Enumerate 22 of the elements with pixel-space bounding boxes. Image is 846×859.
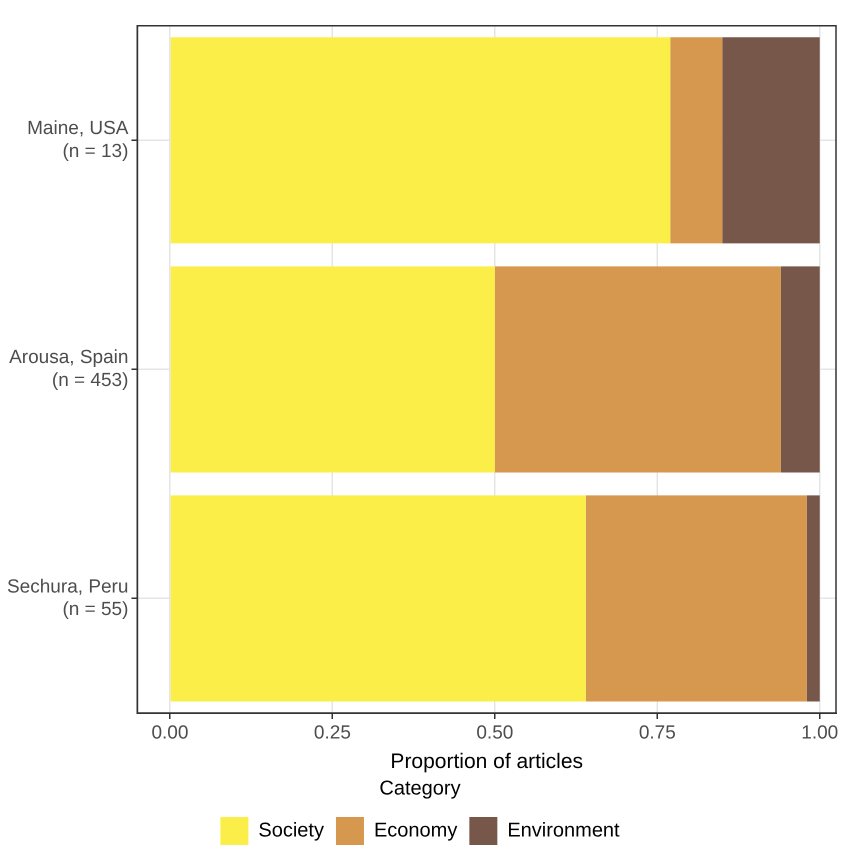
bar [722, 37, 820, 244]
legend-label: Economy [374, 820, 458, 842]
legend-label: Environment [507, 820, 620, 842]
bar [806, 495, 820, 702]
y-tick-label: Maine, USA (n = 13) [27, 118, 129, 162]
x-tick-label: 0.50 [476, 722, 514, 744]
bar [494, 266, 781, 472]
y-tick-label: Sechura, Peru (n = 55) [6, 576, 128, 620]
x-tick-label: 1.00 [801, 722, 838, 744]
bar [670, 37, 722, 244]
bar [170, 37, 670, 244]
bar [170, 495, 586, 702]
x-axis-title: Proportion of articles [390, 750, 584, 774]
legend-label: Society [258, 820, 324, 842]
bar [586, 495, 807, 702]
x-tick-label: 0.75 [638, 722, 676, 744]
bar [780, 266, 820, 472]
y-tick-label: Arousa, Spain (n = 453) [9, 347, 128, 392]
legend-title: Category [379, 778, 461, 800]
bar [170, 266, 495, 472]
x-tick-label: 0.00 [151, 722, 188, 744]
x-tick-label: 0.25 [314, 722, 351, 744]
